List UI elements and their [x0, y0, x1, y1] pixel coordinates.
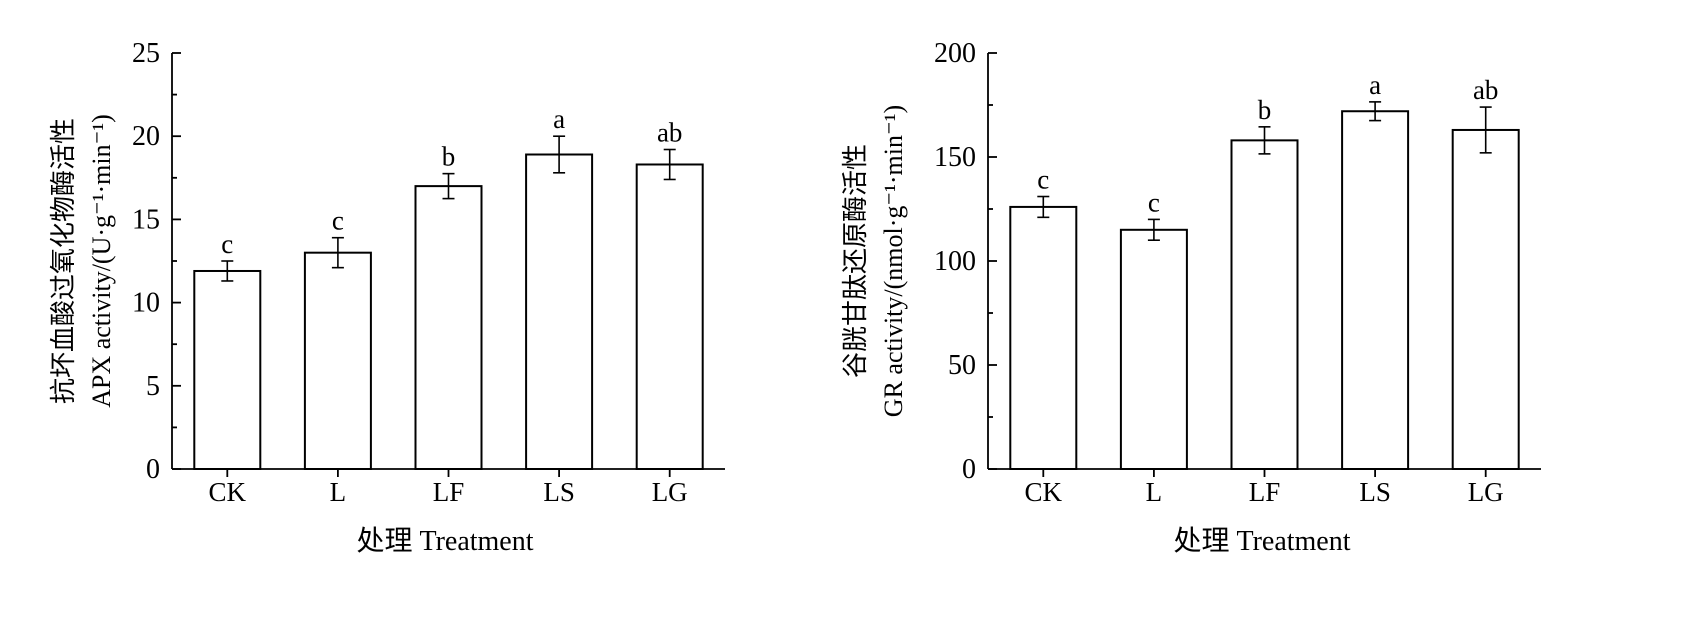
significance-letter: c [221, 229, 233, 259]
significance-letter: c [1037, 165, 1049, 195]
bar [635, 163, 704, 470]
y-axis-title-en: GR activity/(nmol·g⁻¹·min⁻¹) [879, 105, 908, 417]
x-tick-label: CK [1025, 477, 1063, 507]
x-tick-label: L [1146, 477, 1163, 507]
x-tick-label: L [330, 477, 347, 507]
bar [1009, 205, 1078, 470]
y-axis-title-cn: 谷胱甘肽还原酶活性 [841, 144, 870, 378]
bar [1119, 228, 1188, 470]
y-tick-label: 150 [934, 142, 976, 173]
y-axis-title-en: APX activity/(U·g⁻¹·min⁻¹) [87, 114, 116, 408]
x-tick-label: LG [1468, 477, 1504, 507]
y-tick-label: 0 [146, 454, 160, 485]
significance-letter: a [553, 104, 565, 134]
significance-letter: b [1258, 95, 1272, 125]
y-tick-label: 20 [132, 121, 160, 152]
y-tick-label: 5 [146, 371, 160, 402]
y-tick-label: 10 [132, 288, 160, 319]
x-tick-label: LS [1359, 477, 1391, 507]
x-tick-label: LF [1249, 477, 1281, 507]
x-tick-label: LS [543, 477, 575, 507]
x-axis-title: 处理 Treatment [356, 525, 533, 557]
bar [1341, 110, 1410, 471]
significance-letter: b [442, 142, 456, 172]
y-tick-label: 0 [962, 454, 976, 485]
y-tick-label: 200 [934, 38, 976, 69]
y-tick-label: 50 [948, 350, 976, 381]
significance-letter: c [332, 206, 344, 236]
bar [193, 269, 262, 471]
x-tick-label: LG [652, 477, 688, 507]
x-axis-title: 处理 Treatment [1173, 525, 1350, 557]
y-tick-label: 15 [132, 204, 160, 235]
significance-letter: c [1148, 187, 1160, 217]
significance-letter: a [1369, 70, 1381, 100]
bar [1451, 128, 1520, 471]
significance-letter: ab [1473, 75, 1498, 105]
y-tick-label: 25 [132, 38, 160, 69]
y-axis-title-cn: 抗坏血酸过氧化物酶活性 [49, 118, 78, 404]
x-tick-label: CK [209, 477, 247, 507]
bar [1230, 139, 1299, 471]
bar [414, 185, 483, 470]
y-tick-label: 100 [934, 246, 976, 277]
x-tick-label: LF [433, 477, 465, 507]
significance-letter: ab [657, 118, 682, 148]
